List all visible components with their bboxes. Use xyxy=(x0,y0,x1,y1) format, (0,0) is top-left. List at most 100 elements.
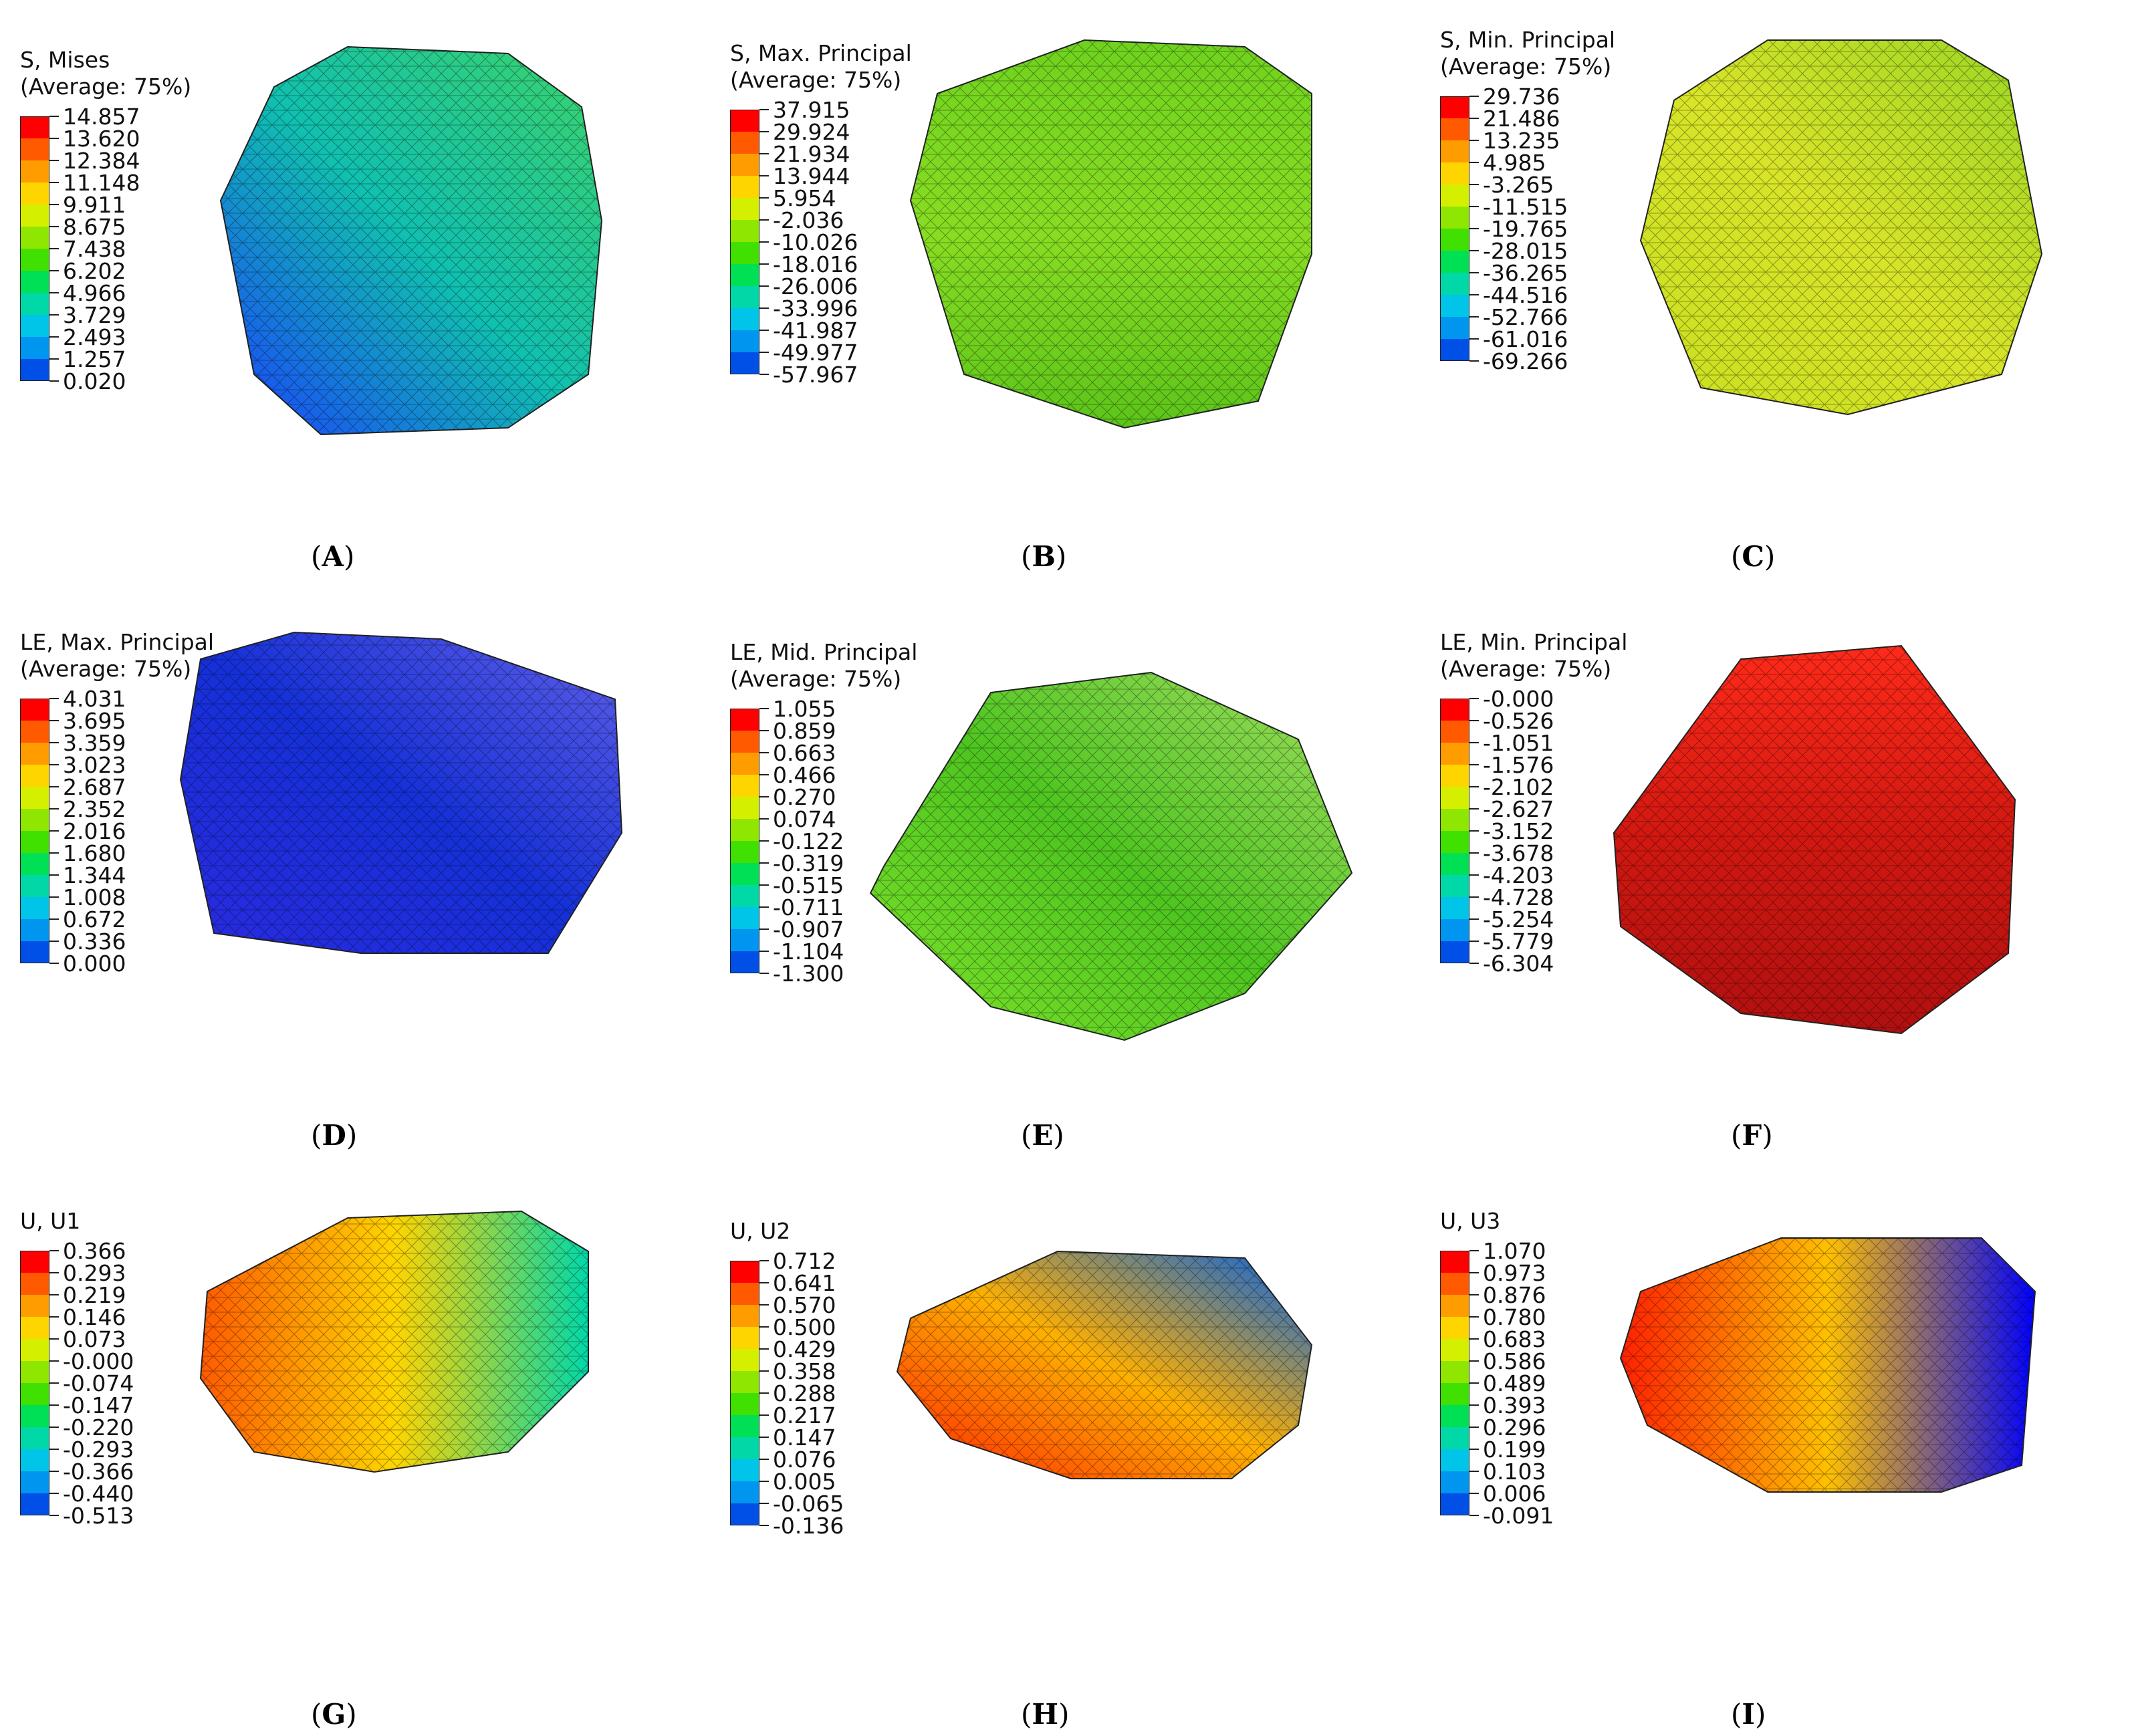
color-band xyxy=(1440,1449,1469,1471)
color-band xyxy=(20,1427,49,1449)
legend-tick xyxy=(49,830,59,832)
legend-value: 0.489 xyxy=(1483,1370,1546,1396)
color-band xyxy=(730,797,759,819)
legend-tick xyxy=(759,1348,769,1350)
legend-tick xyxy=(49,1338,59,1340)
legend-tick xyxy=(1469,360,1479,362)
color-band xyxy=(730,308,759,330)
legend-tick xyxy=(759,197,769,199)
color-band xyxy=(20,1295,49,1317)
legend-tick xyxy=(1469,118,1479,119)
legend-tick xyxy=(49,874,59,876)
panel-letter: F xyxy=(1742,1119,1762,1152)
legend-value: 1.680 xyxy=(63,840,126,866)
legend-value: -0.293 xyxy=(63,1437,134,1463)
legend-value: 0.219 xyxy=(63,1282,126,1308)
legend-value: 0.005 xyxy=(773,1469,836,1495)
color-band xyxy=(730,110,759,132)
legend-tick xyxy=(759,1503,769,1504)
legend-tick xyxy=(1469,786,1479,787)
color-band xyxy=(730,819,759,841)
panel-letter: I xyxy=(1742,1698,1756,1731)
legend-title: S, Min. Principal xyxy=(1440,27,1616,53)
legend-tick xyxy=(759,175,769,176)
legend-value: 0.641 xyxy=(773,1270,836,1296)
color-band xyxy=(20,249,49,271)
color-band xyxy=(1440,96,1469,118)
legend-value: -3.678 xyxy=(1483,840,1554,866)
legend-value: 0.876 xyxy=(1483,1282,1546,1308)
legend-tick xyxy=(1469,250,1479,251)
color-band xyxy=(1440,317,1469,339)
color-band xyxy=(20,182,49,205)
color-band xyxy=(20,1251,49,1273)
legend-tick xyxy=(1469,1382,1479,1384)
panel-b: S, Max. Principal (Average: 75%) 37.915 29.… xyxy=(710,0,1420,578)
legend-tick xyxy=(1469,1360,1479,1362)
legend-value: -18.016 xyxy=(773,251,858,277)
color-scale: 1.070 0.973 0.876 0.780 0.683 0.586 0.489 0.393… xyxy=(1440,1240,1614,1527)
legend-value: -1.576 xyxy=(1483,752,1554,778)
legend-value: 0.780 xyxy=(1483,1304,1546,1330)
color-band xyxy=(1440,1295,1469,1317)
color-band xyxy=(730,330,759,352)
legend-tick xyxy=(49,1449,59,1450)
color-band xyxy=(1440,897,1469,919)
legend-tick xyxy=(49,1471,59,1472)
legend-value: -33.996 xyxy=(773,295,858,322)
legend-tick xyxy=(49,226,59,227)
legend-tick xyxy=(49,1493,59,1494)
color-band xyxy=(20,809,49,831)
legend-value: -0.440 xyxy=(63,1481,134,1507)
mesh-wireframe xyxy=(1614,646,2015,1033)
legend-subtitle: (Average: 75%) xyxy=(730,67,902,93)
legend-value: -1.051 xyxy=(1483,730,1554,756)
color-band xyxy=(20,743,49,765)
mesh-plot-h xyxy=(896,1250,1313,1479)
color-band xyxy=(20,721,49,743)
legend-tick xyxy=(759,374,769,375)
legend-subtitle: (Average: 75%) xyxy=(20,74,192,100)
legend-value: 0.586 xyxy=(1483,1348,1546,1374)
color-band xyxy=(1440,1471,1469,1493)
color-scale: 0.712 0.641 0.570 0.500 0.429 0.358 0.288 0.217… xyxy=(730,1250,904,1537)
mesh-wireframe xyxy=(1641,40,2042,414)
panel-letter: B xyxy=(1032,540,1056,573)
legend-value: 2.352 xyxy=(63,796,126,822)
legend-value: 4.966 xyxy=(63,280,126,306)
color-scale: 14.857 13.620 12.384 11.148 9.911 8.675 7.438 6… xyxy=(20,106,194,392)
panel-caption: (A) xyxy=(311,540,355,573)
color-band xyxy=(20,1317,49,1339)
legend-value: -1.104 xyxy=(773,939,844,965)
color-band xyxy=(730,176,759,198)
legend-tick xyxy=(49,1360,59,1362)
legend-value: -0.000 xyxy=(1483,686,1554,712)
color-band xyxy=(730,885,759,907)
panel-letter: C xyxy=(1742,540,1764,573)
color-band xyxy=(20,875,49,897)
legend-tick xyxy=(49,138,59,139)
color-band xyxy=(730,1327,759,1349)
contour-legend: U, U3 1.070 0.973 0.876 0.780 0.683 0.586 0.489… xyxy=(1440,1208,1614,1527)
legend-value: -5.254 xyxy=(1483,906,1554,933)
legend-value: 1.257 xyxy=(63,346,126,372)
color-band xyxy=(730,1459,759,1481)
color-band xyxy=(1440,809,1469,831)
legend-tick xyxy=(1469,206,1479,207)
legend-tick xyxy=(759,752,769,753)
legend-tick xyxy=(759,818,769,820)
legend-value: 0.270 xyxy=(773,784,836,810)
legend-value: 0.000 xyxy=(63,951,126,977)
legend-value: 0.296 xyxy=(1483,1414,1546,1441)
color-band xyxy=(1440,787,1469,809)
legend-subtitle: (Average: 75%) xyxy=(1440,53,1612,80)
legend-tick xyxy=(1469,830,1479,832)
legend-value: -41.987 xyxy=(773,318,858,344)
color-band xyxy=(730,1437,759,1459)
legend-value: -0.513 xyxy=(63,1503,134,1529)
color-band xyxy=(20,116,49,138)
legend-value: 12.384 xyxy=(63,148,140,174)
legend-tick xyxy=(49,182,59,183)
legend-value: -0.220 xyxy=(63,1414,134,1441)
legend-tick xyxy=(759,153,769,154)
